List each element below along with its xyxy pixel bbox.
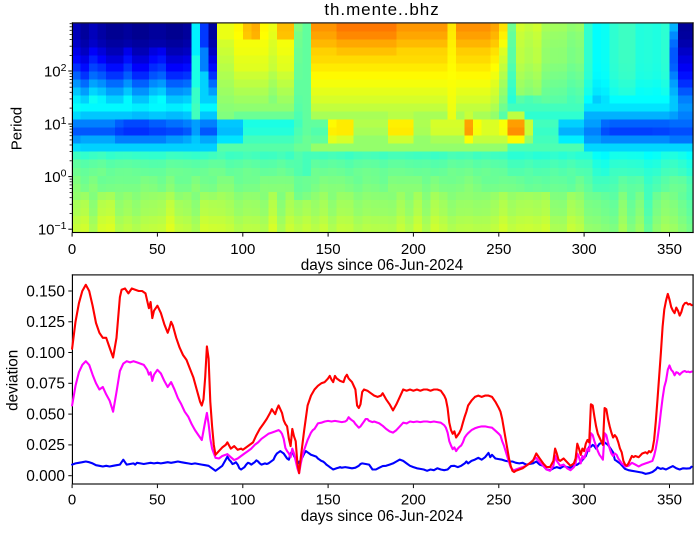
svg-text:150: 150	[316, 492, 341, 509]
svg-text:0: 0	[68, 492, 76, 509]
svg-text:50: 50	[149, 241, 166, 258]
svg-text:0.100: 0.100	[26, 345, 65, 362]
svg-text:deviation: deviation	[4, 350, 21, 411]
svg-text:200: 200	[401, 241, 426, 258]
svg-text:350: 350	[657, 241, 682, 258]
svg-text:100: 100	[230, 492, 255, 509]
svg-text:100: 100	[230, 241, 255, 258]
svg-text:0.025: 0.025	[26, 437, 65, 454]
svg-text:0.000: 0.000	[26, 468, 65, 485]
svg-text:days since 06-Jun-2024: days since 06-Jun-2024	[301, 257, 464, 274]
svg-text:150: 150	[316, 241, 341, 258]
svg-text:Period: Period	[9, 107, 26, 150]
svg-text:350: 350	[657, 492, 682, 509]
svg-text:0.050: 0.050	[26, 406, 65, 423]
svg-text:50: 50	[149, 492, 166, 509]
svg-text:0.150: 0.150	[26, 283, 65, 300]
svg-text:250: 250	[486, 241, 511, 258]
svg-text:0: 0	[68, 241, 76, 258]
svg-text:250: 250	[486, 492, 511, 509]
svg-text:days since 06-Jun-2024: days since 06-Jun-2024	[301, 508, 464, 525]
svg-text:300: 300	[572, 492, 597, 509]
svg-text:0.125: 0.125	[26, 314, 65, 331]
svg-text:0.075: 0.075	[26, 376, 65, 393]
svg-text:300: 300	[572, 241, 597, 258]
svg-text:th.mente..bhz: th.mente..bhz	[324, 0, 439, 19]
svg-text:200: 200	[401, 492, 426, 509]
